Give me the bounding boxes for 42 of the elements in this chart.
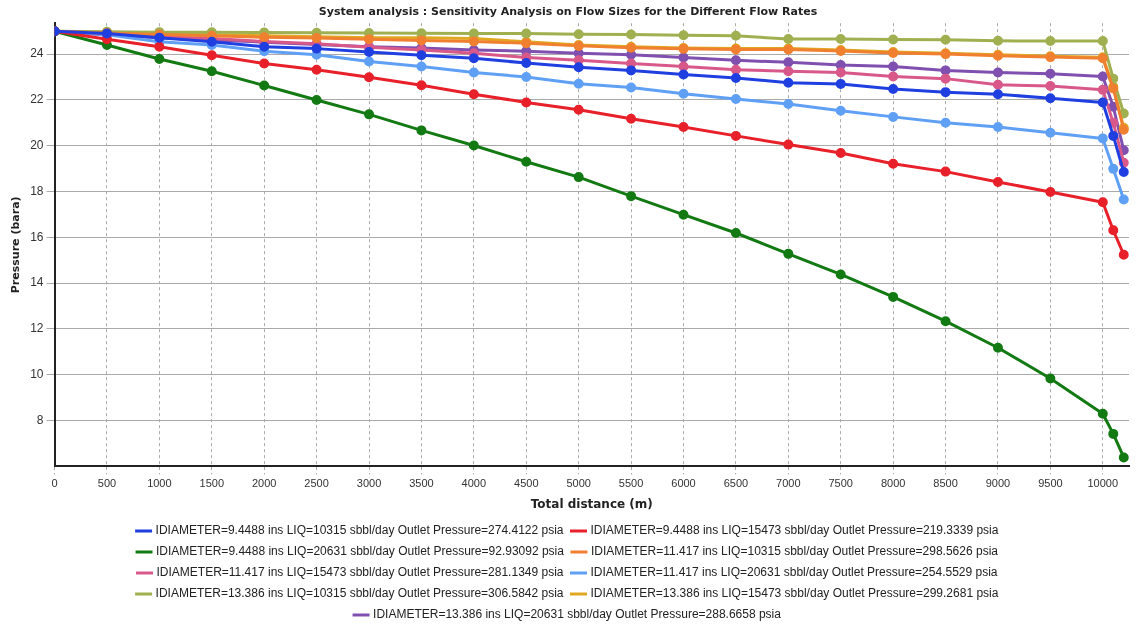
x-tick-label: 7500: [828, 477, 853, 490]
y-axis-title: Pressure (bara): [9, 196, 23, 294]
x-tick-label: 3500: [409, 477, 434, 490]
y-tick-label: 8: [36, 412, 44, 427]
x-tick-label: 500: [97, 477, 117, 490]
x-tick-label: 5500: [618, 477, 644, 490]
y-tick-label: 18: [30, 183, 44, 198]
y-tick-label: 24: [30, 46, 44, 61]
legend-label: IDIAMETER=9.4488 ins LIQ=15473 sbbl/day Outlet Pressure=219.3339 psia: [590, 523, 999, 538]
x-tick-label: 6500: [723, 477, 749, 490]
x-tick-label: 2000: [251, 477, 277, 490]
x-tick-label: 6000: [671, 477, 696, 490]
y-tick-label: 14: [30, 275, 44, 290]
x-tick-label: 10000: [1087, 477, 1119, 490]
x-tick-label: 8500: [933, 477, 958, 490]
legend-label: IDIAMETER=11.417 ins LIQ=20631 sbbl/day Outlet Pressure=254.5529 psia: [590, 565, 998, 580]
legend-label: IDIAMETER=11.417 ins LIQ=15473 sbbl/day Outlet Pressure=281.1349 psia: [156, 565, 564, 580]
x-tick-label: 3000: [356, 477, 382, 490]
x-axis-title: Total distance (m): [530, 496, 653, 511]
legend-label: IDIAMETER=13.386 ins LIQ=20631 sbbl/day Outlet Pressure=288.6658 psia: [373, 607, 782, 622]
legend-label: IDIAMETER=9.4488 ins LIQ=20631 sbbl/day Outlet Pressure=92.93092 psia: [156, 544, 565, 559]
chart-title: System analysis : Sensitivity Analysis on Flow Sizes for the Different Flow Rates: [318, 5, 818, 19]
y-tick-label: 10: [30, 367, 44, 382]
legend-label: IDIAMETER=9.4488 ins LIQ=10315 sbbl/day Outlet Pressure=274.4122 psia: [155, 523, 564, 538]
x-tick-label: 9000: [985, 477, 1011, 490]
x-tick-label: 2500: [304, 477, 329, 490]
x-tick-label: 4000: [461, 477, 487, 490]
x-tick-label: 8000: [880, 477, 906, 490]
y-tick-label: 16: [30, 229, 44, 244]
y-tick-label: 20: [30, 138, 44, 153]
x-tick-label: 1000: [147, 477, 172, 490]
legend-label: IDIAMETER=11.417 ins LIQ=10315 sbbl/day Outlet Pressure=298.5626 psia: [590, 544, 999, 559]
y-tick-label: 12: [30, 321, 44, 336]
x-tick-label: 9500: [1038, 477, 1063, 490]
y-tick-label: 22: [30, 92, 44, 107]
legend-label: IDIAMETER=13.386 ins LIQ=10315 sbbl/day Outlet Pressure=306.5842 psia: [155, 586, 564, 601]
x-tick-label: 1500: [199, 477, 225, 490]
x-tick-label: 4500: [514, 477, 539, 490]
legend-label: IDIAMETER=13.386 ins LIQ=15473 sbbl/day Outlet Pressure=299.2681 psia: [590, 586, 999, 601]
x-tick-label: 5000: [566, 477, 591, 490]
x-tick-label: 0: [51, 477, 58, 490]
x-tick-label: 7000: [776, 477, 801, 490]
